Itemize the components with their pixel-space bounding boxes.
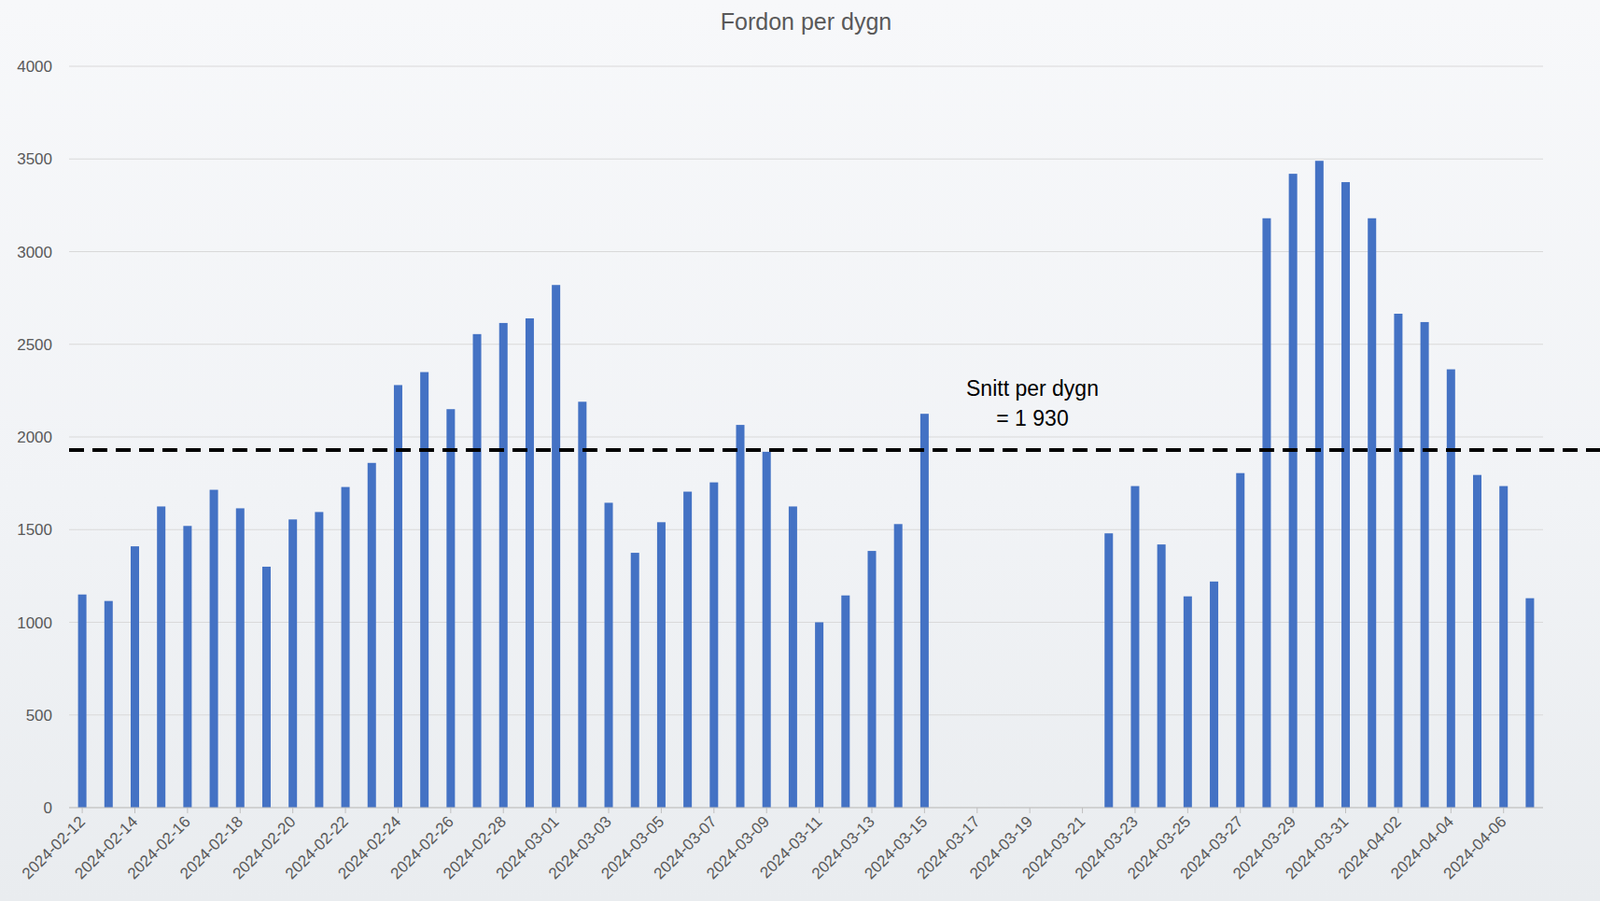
x-tick <box>766 807 768 814</box>
y-tick-label: 2000 <box>16 428 53 447</box>
y-tick-label: 1500 <box>16 520 53 539</box>
x-tick <box>134 807 136 814</box>
x-tick <box>608 807 610 814</box>
x-tick <box>870 807 872 814</box>
x-tick <box>713 807 715 814</box>
x-tick <box>82 807 84 814</box>
grid-line <box>69 158 1544 160</box>
x-tick <box>345 807 347 814</box>
bar <box>1341 182 1350 808</box>
grid-line <box>69 807 1544 809</box>
x-tick <box>818 807 820 814</box>
bar <box>894 523 903 808</box>
bar <box>525 318 534 808</box>
bar <box>1209 581 1219 808</box>
x-tick <box>503 807 505 814</box>
background <box>0 0 1600 901</box>
bar <box>709 482 718 808</box>
x-tick <box>976 807 978 814</box>
x-tick <box>1345 807 1347 814</box>
x-tick <box>1502 807 1504 814</box>
bar <box>814 622 824 809</box>
bar <box>210 490 219 808</box>
bar <box>867 550 876 808</box>
y-tick-label: 0 <box>43 799 53 817</box>
bar <box>1235 473 1245 808</box>
y-tick-label: 4000 <box>16 57 53 76</box>
bar <box>262 566 271 808</box>
annotation: = 1 930 <box>996 406 1068 431</box>
bar <box>1130 486 1139 808</box>
bar <box>762 451 772 808</box>
bar <box>631 552 640 808</box>
x-tick <box>1029 807 1031 814</box>
bar <box>78 594 87 808</box>
chart: Fordon per dygn 0 500 1000 1500 2000 2500 3000 3… <box>0 0 1600 901</box>
x-tick <box>1450 807 1452 814</box>
y-tick-label: 1000 <box>16 614 53 632</box>
bar <box>1367 218 1376 808</box>
bar <box>1289 173 1298 808</box>
bar <box>236 507 245 808</box>
bar <box>499 322 508 808</box>
bar <box>1499 486 1508 808</box>
x-tick <box>555 807 557 814</box>
bar <box>1157 544 1166 808</box>
x-tick <box>1134 807 1136 814</box>
y-tick-label: 3500 <box>16 150 53 169</box>
bar <box>130 546 140 808</box>
bar <box>1473 475 1482 808</box>
bar <box>604 502 614 808</box>
x-tick <box>186 807 188 814</box>
x-tick <box>1292 807 1294 814</box>
bar <box>420 372 429 808</box>
bar <box>314 511 323 808</box>
x-tick <box>449 807 451 814</box>
bar <box>156 505 166 808</box>
x-tick <box>1081 807 1083 814</box>
x-tick <box>660 807 662 814</box>
bar <box>473 334 482 808</box>
bar <box>683 491 692 808</box>
bar <box>657 521 666 808</box>
bar <box>841 595 850 808</box>
x-tick <box>924 807 926 814</box>
y-tick-label: 3000 <box>16 243 53 262</box>
bar <box>577 401 587 808</box>
x-tick <box>397 807 399 814</box>
average-line <box>69 448 1600 452</box>
x-tick <box>239 807 241 814</box>
x-tick <box>1239 807 1241 814</box>
x-tick <box>292 807 294 814</box>
bars <box>78 160 1535 808</box>
bar <box>288 519 297 808</box>
bar <box>367 463 377 808</box>
y-tick-label: 2500 <box>16 336 53 354</box>
bar <box>341 487 351 808</box>
x-tick <box>1187 807 1189 814</box>
bar <box>788 505 798 808</box>
bar <box>446 408 455 808</box>
y-tick-label: 500 <box>26 706 53 725</box>
bar <box>1525 598 1534 808</box>
bar <box>1104 533 1113 808</box>
annotation: Snitt per dygn <box>966 376 1099 401</box>
bar <box>1393 313 1403 808</box>
bar <box>736 424 745 808</box>
bar <box>1420 322 1430 808</box>
title: Fordon per dygn <box>720 8 892 35</box>
bar <box>1262 218 1271 808</box>
grid-line <box>69 66 1544 68</box>
x-axis <box>69 807 1544 809</box>
x-tick <box>1397 807 1399 814</box>
bar <box>551 284 561 808</box>
x-tick-label: 2024-04-06 <box>1440 812 1511 883</box>
bar <box>104 601 113 808</box>
bar <box>920 413 929 808</box>
bar <box>1183 596 1193 808</box>
bar <box>1446 369 1456 808</box>
bar <box>182 525 192 808</box>
bar <box>1315 160 1324 808</box>
